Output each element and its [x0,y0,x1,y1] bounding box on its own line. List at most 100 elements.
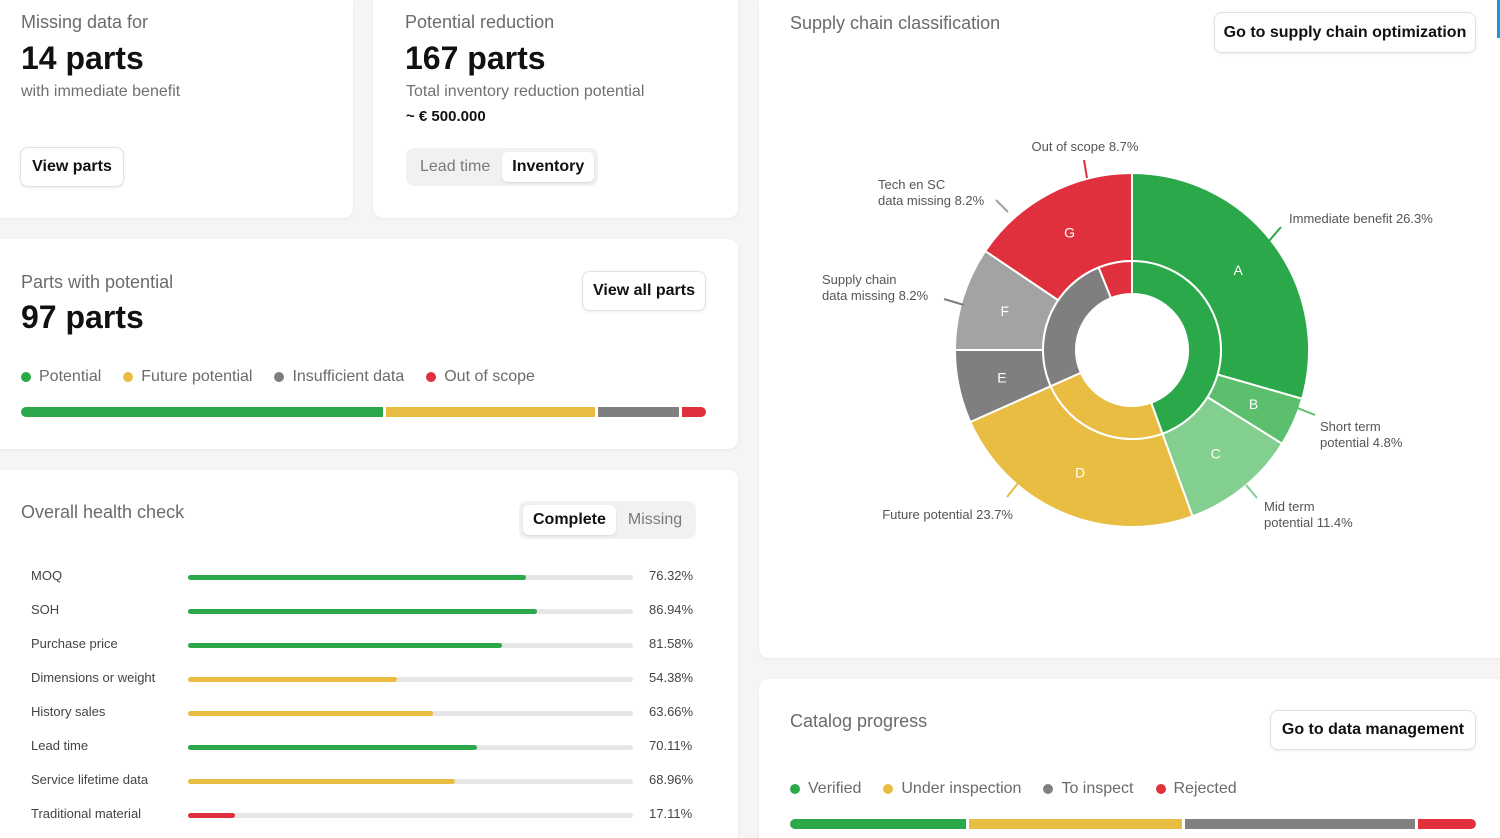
legend-item: Future potential [123,368,252,386]
donut-segment-key: D [1075,464,1085,480]
legend-dot [123,372,134,382]
toggle-inventory[interactable]: Inventory [502,152,595,182]
legend-label: Insufficient data [292,368,405,385]
parts-bar-segment [598,407,680,417]
view-parts-button[interactable]: View parts [20,147,124,187]
potential-reduction-value: 167 parts [405,40,546,76]
potential-reduction-title: Potential reduction [405,12,555,32]
donut-callout-line [1268,226,1282,242]
health-row-label: Dimensions or weight [31,670,156,685]
missing-data-title: Missing data for [21,12,149,32]
supply-chain-optimization-button[interactable]: Go to supply chain optimization [1214,12,1476,53]
parts-legend: Potential Future potential Insufficient … [21,368,535,386]
parts-potential-value: 97 parts [21,299,144,335]
parts-bar-segment [21,407,383,417]
catalog-bar-segment [1185,819,1416,829]
donut-callout-line [1294,406,1316,416]
legend-label: Under inspection [901,780,1022,797]
health-row-fill [188,813,235,818]
donut-callout-label: Future potential 23.7% [882,507,1013,522]
potential-reduction-card: Potential reduction 167 parts Total inve… [373,0,738,218]
legend-item: Under inspection [883,780,1021,798]
health-row-percent: 17.11% [649,806,693,821]
supply-chain-title: Supply chain classification [790,13,1001,33]
parts-bar-segment [385,407,596,417]
toggle-missing[interactable]: Missing [627,511,683,528]
health-row: SOH 86.94% [31,601,711,621]
health-check-card: Overall health check Complete Missing [0,470,738,838]
health-row-track [188,677,633,682]
legend-dot [1155,784,1166,794]
catalog-legend: Verified Under inspection To inspect Rej… [790,780,1237,798]
health-row-track [188,609,633,614]
parts-stacked-bar [21,407,706,417]
health-row-percent: 63.66% [649,704,694,719]
legend-dot [790,784,800,794]
legend-item: To inspect [1043,780,1134,798]
legend-item: Out of scope [426,368,535,386]
health-row: Dimensions or weight 54.38% [31,669,711,689]
health-row: MOQ 76.32% [31,567,711,587]
donut-segment-key: C [1211,445,1221,461]
health-row-fill [188,711,433,716]
health-row-fill [188,575,527,580]
legend-label: Rejected [1173,780,1237,797]
health-row-fill [188,677,398,682]
health-toggle: Complete Missing [519,501,697,539]
donut-callout-line [995,199,1009,213]
supply-chain-card: Supply chain classification Go to supply… [759,0,1500,658]
health-row-fill [188,779,455,784]
health-row-percent: 68.96% [649,772,694,787]
health-row-track [188,813,633,818]
reduction-toggle: Lead time Inventory [406,148,599,186]
health-row-percent: 70.11% [649,738,693,753]
potential-reduction-subtitle: Total inventory reduction potential [406,83,645,100]
donut-inner-segment[interactable] [1131,259,1223,435]
health-row-label: Traditional material [31,806,142,821]
toggle-lead-time[interactable]: Lead time [420,158,491,175]
donut-inner-segment[interactable] [1097,259,1133,300]
donut-segment-key: E [997,370,1006,386]
parts-with-potential-card: Parts with potential 97 parts View all p… [0,239,738,449]
legend-label: Verified [808,780,862,797]
donut-callout-label: Supply chain data missing 8.2% [822,272,929,303]
catalog-progress-title: Catalog progress [790,711,928,731]
catalog-bar-segment [790,819,967,829]
donut-callout-label: Tech en SC data missing 8.2% [878,177,985,208]
legend-dot [426,372,437,382]
health-row-label: History sales [31,704,106,719]
legend-dot [21,372,31,382]
legend-label: Potential [39,368,102,385]
health-row: Traditional material 17.11% [31,805,711,825]
supply-chain-donut-chart: A B C D E F G Immediate benefit 26.3% Short term… [822,139,1433,530]
view-all-parts-button[interactable]: View all parts [582,271,706,311]
donut-segment-key: G [1064,225,1075,241]
legend-item: Verified [790,780,861,798]
health-row-track [188,643,633,648]
health-row-track [188,711,633,716]
health-row-percent: 86.94% [649,602,694,617]
parts-potential-title: Parts with potential [21,272,174,292]
donut-callout-label: Short term potential 4.8% [1320,419,1403,450]
health-check-title: Overall health check [21,502,185,522]
health-row-label: Lead time [31,738,89,753]
health-row-fill [188,609,538,614]
legend-dot [274,372,285,382]
donut-callout-line [1006,481,1020,498]
health-row-label: SOH [31,602,60,617]
health-row-label: Service lifetime data [31,772,149,787]
parts-bar-segment [682,407,706,417]
catalog-progress-card: Catalog progress Go to data management V… [759,679,1500,838]
donut-callout-label: Immediate benefit 26.3% [1289,211,1433,226]
health-row-percent: 76.32% [649,568,694,583]
legend-item: Insufficient data [274,368,404,386]
health-row-track [188,745,633,750]
health-row: Service lifetime data 68.96% [31,771,711,791]
data-management-button[interactable]: Go to data management [1270,710,1476,750]
catalog-stacked-bar [790,819,1476,829]
health-row-fill [188,745,478,750]
potential-reduction-amount: ~ € 500.000 [406,108,486,125]
toggle-complete[interactable]: Complete [523,505,616,535]
legend-item: Potential [21,368,101,386]
legend-label: Out of scope [444,368,535,385]
